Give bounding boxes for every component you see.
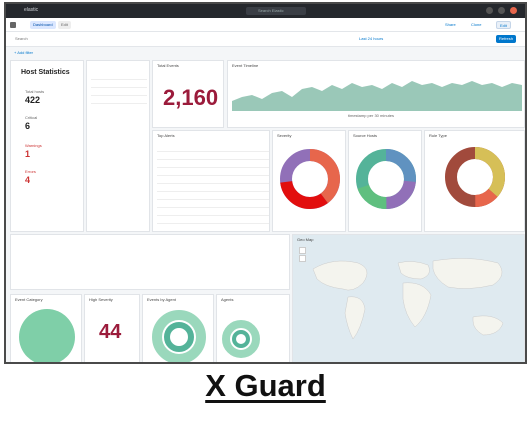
stat-value: 6 [25, 121, 31, 131]
rule-type-panel: Rule Type [424, 130, 525, 232]
sub-bar: + Add filter [6, 47, 525, 58]
total-events-value: 2,160 [163, 85, 219, 110]
panel-title: Events by Agent [147, 297, 176, 302]
panel-title: Agents [221, 297, 234, 302]
table-row [157, 217, 269, 224]
panel-title: Host Statistics [21, 69, 70, 76]
stat-label: Total hosts [25, 89, 45, 94]
stat-value: 4 [25, 175, 31, 185]
timeline-area-chart [232, 81, 522, 111]
table-row [157, 169, 269, 176]
alerts-table-panel: Top Alerts [152, 130, 270, 232]
panel-title: Geo Map [297, 237, 314, 242]
high-severity-value: 44 [99, 321, 122, 343]
table-row [157, 153, 269, 160]
panel-title: Event Category [15, 297, 43, 302]
high-severity-panel: High Severity 44 [84, 294, 140, 362]
filter-bar: Search Last 24 hours Refresh [6, 32, 525, 47]
sources-panel: Source Hosts [348, 130, 422, 232]
severity-panel: Severity [272, 130, 346, 232]
severity-donut-chart [280, 149, 340, 209]
table-row [157, 201, 269, 208]
app-window: elastic Search Elastic Dashboard Edit Sh… [4, 2, 527, 364]
list-item [91, 73, 147, 80]
timeline-panel: Event Timeline timestamp per 30 minutes [227, 60, 525, 128]
product-caption: X Guard [205, 368, 326, 403]
total-events-panel: Total Events 2,160 [152, 60, 224, 128]
rule-type-donut-chart [445, 147, 505, 207]
notifications-icon[interactable] [498, 7, 505, 14]
stat-label: Errors [25, 169, 36, 174]
world-map [312, 258, 504, 340]
tab-edit[interactable]: Edit [58, 21, 71, 29]
panel-title: Event Timeline [232, 63, 259, 68]
zoom-out-button[interactable] [299, 255, 306, 262]
host-stats-panel: Host Statistics Total hosts 422 Critical… [10, 60, 84, 232]
panel-title: Severity [277, 133, 292, 138]
refresh-button[interactable]: Refresh [496, 35, 517, 43]
details-panel [10, 234, 290, 290]
app-brand: elastic [24, 7, 39, 13]
table-row [157, 209, 269, 216]
event-category-panel: Event Category [10, 294, 82, 362]
stat-value: 1 [25, 149, 31, 159]
list-item [91, 89, 147, 96]
table-row [157, 193, 269, 200]
date-picker[interactable]: Last 24 hours [359, 36, 384, 41]
panel-title: Total Events [157, 63, 179, 68]
events-by-agent-panel: Events by Agent [142, 294, 214, 362]
stat-label: Warnings [25, 143, 42, 148]
sources-donut-chart [356, 149, 416, 209]
events-by-agent-donut-chart [152, 310, 206, 362]
map-panel: Geo Map [292, 234, 525, 362]
stat-value: 422 [25, 95, 41, 105]
avatar[interactable] [510, 7, 517, 14]
toolbar: Dashboard Edit Share Clone Edit [6, 18, 525, 32]
zoom-in-button[interactable] [299, 247, 306, 254]
panel-title: Top Alerts [157, 133, 175, 138]
search-label[interactable]: Search [15, 36, 28, 41]
source-list-panel [86, 60, 150, 232]
share-button[interactable]: Share [445, 22, 456, 27]
panel-title: High Severity [89, 297, 113, 302]
help-icon[interactable] [486, 7, 493, 14]
event-category-pie-chart [19, 309, 75, 362]
menu-icon[interactable] [10, 22, 16, 28]
list-item [91, 81, 147, 88]
table-row [157, 145, 269, 152]
stat-label: Critical [25, 115, 38, 120]
table-row [157, 161, 269, 168]
global-search-input[interactable]: Search Elastic [246, 7, 306, 15]
table-row [157, 177, 269, 184]
axis-label: timestamp per 30 minutes [348, 113, 395, 118]
tab-dashboard[interactable]: Dashboard [30, 21, 56, 29]
agents-donut-chart [222, 320, 260, 358]
panel-title: Source Hosts [353, 133, 378, 138]
edit-button[interactable]: Edit [496, 21, 511, 29]
agents-panel: Agents [216, 294, 290, 362]
list-item [91, 97, 147, 104]
table-row [157, 185, 269, 192]
titlebar: elastic Search Elastic [6, 4, 525, 18]
add-filter-link[interactable]: + Add filter [14, 50, 34, 55]
clone-button[interactable]: Clone [471, 22, 482, 27]
panel-title: Rule Type [429, 133, 447, 138]
